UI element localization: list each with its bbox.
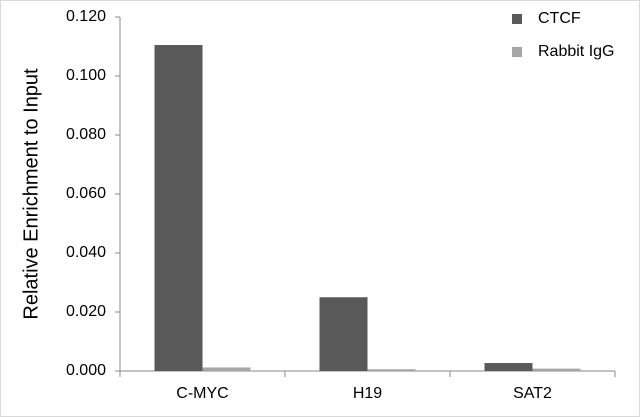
x-tick-label: SAT2 [513, 385, 552, 402]
y-tick-label: 0.020 [66, 303, 106, 320]
bar [484, 363, 533, 371]
y-tick-label: 0.000 [66, 362, 106, 379]
bar [319, 297, 368, 371]
y-tick-label: 0.040 [66, 244, 106, 261]
y-tick-label: 0.100 [66, 67, 106, 84]
bar [367, 369, 416, 371]
y-axis-label: Relative Enrichment to Input [20, 68, 42, 320]
y-tick-label: 0.120 [66, 8, 106, 25]
bar [532, 368, 581, 371]
legend-swatch [512, 47, 522, 57]
x-tick-label: C-MYC [176, 385, 228, 402]
y-tick-label: 0.060 [66, 185, 106, 202]
legend-label: CTCF [538, 10, 581, 27]
bar [154, 45, 203, 372]
bar [202, 367, 251, 371]
x-tick-label: H19 [353, 385, 382, 402]
legend-swatch [512, 14, 522, 24]
legend-label: Rabbit IgG [538, 43, 614, 60]
y-tick-label: 0.080 [66, 126, 106, 143]
